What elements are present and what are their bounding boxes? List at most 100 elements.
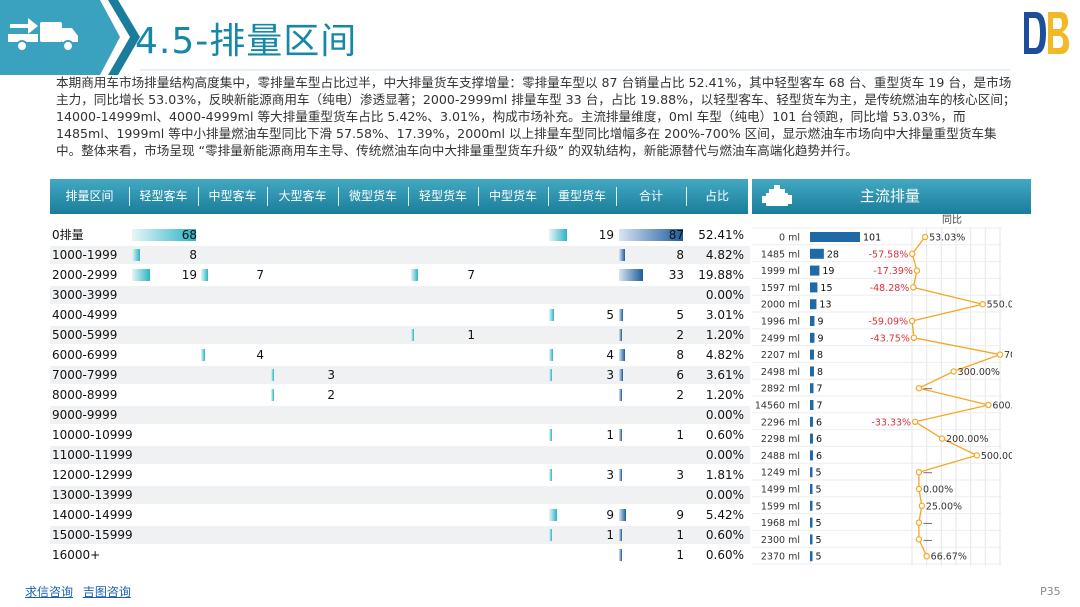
category-value: 1 <box>606 428 614 442</box>
share-value: 1.81% <box>705 468 744 482</box>
category-value: 8 <box>189 248 197 262</box>
category-value: 19 <box>598 228 614 242</box>
range-label: 3000-3999 <box>52 288 118 302</box>
category-bar <box>549 349 553 361</box>
category-bar <box>549 309 554 321</box>
displacement-value: 28 <box>827 249 839 260</box>
range-label: 4000-4999 <box>52 308 118 322</box>
share-value: 0.60% <box>705 428 744 442</box>
range-label: 12000-12999 <box>52 468 133 482</box>
column-divider <box>478 187 479 206</box>
category-bar <box>132 269 150 281</box>
total-bar <box>619 469 622 481</box>
header-banner <box>0 0 1010 75</box>
yoy-label: -48.28% <box>870 283 910 294</box>
yoy-label: — <box>923 468 933 479</box>
displacement-bar <box>810 500 813 511</box>
category-bar <box>411 329 414 341</box>
range-label: 6000-6999 <box>52 348 118 362</box>
total-bar <box>619 429 622 441</box>
yoy-label: 300.00% <box>958 367 1000 378</box>
page-title: 4.5-排量区间 <box>135 21 358 62</box>
column-header: 排量区间 <box>65 189 114 203</box>
displacement-label: 1599 ml <box>761 501 800 512</box>
total-value: 87 <box>668 228 684 242</box>
total-value: 5 <box>676 308 684 322</box>
displacement-label: 0 ml <box>779 233 800 244</box>
column-divider <box>338 187 339 206</box>
line-grid <box>752 227 1002 566</box>
yoy-point <box>915 485 923 493</box>
total-bar <box>619 309 623 321</box>
yoy-point <box>915 384 923 392</box>
table-row: 7000-7999 3 3 6 3.61% <box>50 366 750 384</box>
share-value: 1.20% <box>705 328 744 342</box>
table-row: 2000-2999 19 7 7 33 19.88% <box>50 266 750 284</box>
yoy-label: 700.00% <box>1004 350 1012 361</box>
category-bar <box>549 509 558 521</box>
column-header: 大型客车 <box>278 189 327 203</box>
share-value: 0.00% <box>705 448 744 462</box>
total-bar <box>619 529 622 541</box>
yoy-label: -17.39% <box>873 266 913 277</box>
displacement-bar <box>810 517 813 528</box>
column-divider <box>267 187 268 206</box>
share-value: 0.60% <box>705 528 744 542</box>
column-divider <box>198 187 199 206</box>
footer-link-qiuxin[interactable]: 求信咨询 <box>25 585 74 599</box>
main-displacement-chart: 同比 0 ml 101 1485 ml 28 1999 ml 19 1597 ml 15 2000… <box>752 214 1012 566</box>
total-value: 1 <box>676 548 684 562</box>
displacement-value: 5 <box>815 552 821 563</box>
footer-links: 求信咨询 吉图咨询 <box>25 583 137 600</box>
table-row: 12000-12999 3 3 1.81% <box>50 466 750 484</box>
category-value: 1 <box>606 528 614 542</box>
total-value: 33 <box>668 268 684 282</box>
range-label: 16000+ <box>52 548 101 562</box>
table-row: 13000-13999 0.00% <box>50 486 750 504</box>
footer-link-jitu[interactable]: 吉图咨询 <box>82 585 131 599</box>
total-value: 1 <box>676 528 684 542</box>
displacement-bar <box>810 400 814 410</box>
yoy-label: — <box>923 535 933 546</box>
yoy-label: 500.00% <box>981 451 1012 462</box>
yoy-point <box>950 368 957 375</box>
yoy-label: -59.09% <box>868 317 908 328</box>
yoy-point <box>973 452 981 459</box>
range-label: 13000-13999 <box>52 488 133 502</box>
total-bar <box>619 509 626 521</box>
displacement-value: 8 <box>817 350 823 361</box>
total-bar <box>619 549 622 561</box>
displacement-value: 15 <box>820 283 832 294</box>
page-number: P35 <box>1040 585 1061 598</box>
range-label: 2000-2999 <box>52 268 118 282</box>
column-header: 中型客车 <box>208 189 257 203</box>
category-value: 3 <box>606 468 614 482</box>
share-value: 0.60% <box>705 548 744 562</box>
column-divider <box>616 187 617 206</box>
share-value: 0.00% <box>705 408 744 422</box>
share-value: 19.88% <box>698 268 744 282</box>
displacement-label: 1249 ml <box>761 468 800 479</box>
range-label: 8000-8999 <box>52 388 118 402</box>
summary-text: 本期商用车市场排量结构高度集中，零排量车型占比过半，中大排量货车支撑增量：零排量… <box>56 75 1016 158</box>
total-value: 8 <box>676 348 684 362</box>
total-value: 8 <box>676 248 684 262</box>
yoy-point <box>913 267 921 274</box>
displacement-label: 2370 ml <box>761 552 800 563</box>
range-label: 5000-5999 <box>52 328 118 342</box>
category-value: 5 <box>606 308 614 322</box>
total-bar <box>619 229 683 241</box>
yoy-point <box>996 351 1004 358</box>
range-label: 10000-10999 <box>52 428 133 442</box>
total-value: 1 <box>676 428 684 442</box>
category-bar <box>271 389 274 401</box>
table-row: 5000-5999 1 2 1.20% <box>50 326 750 344</box>
displacement-label: 2498 ml <box>761 367 800 378</box>
share-value: 3.61% <box>705 368 744 382</box>
yoy-label: 25.00% <box>926 501 962 512</box>
truck-arrow-icon <box>8 18 78 52</box>
total-bar <box>619 369 624 381</box>
category-bar <box>549 529 552 541</box>
displacement-value: 6 <box>816 434 822 445</box>
yoy-point <box>915 536 923 543</box>
